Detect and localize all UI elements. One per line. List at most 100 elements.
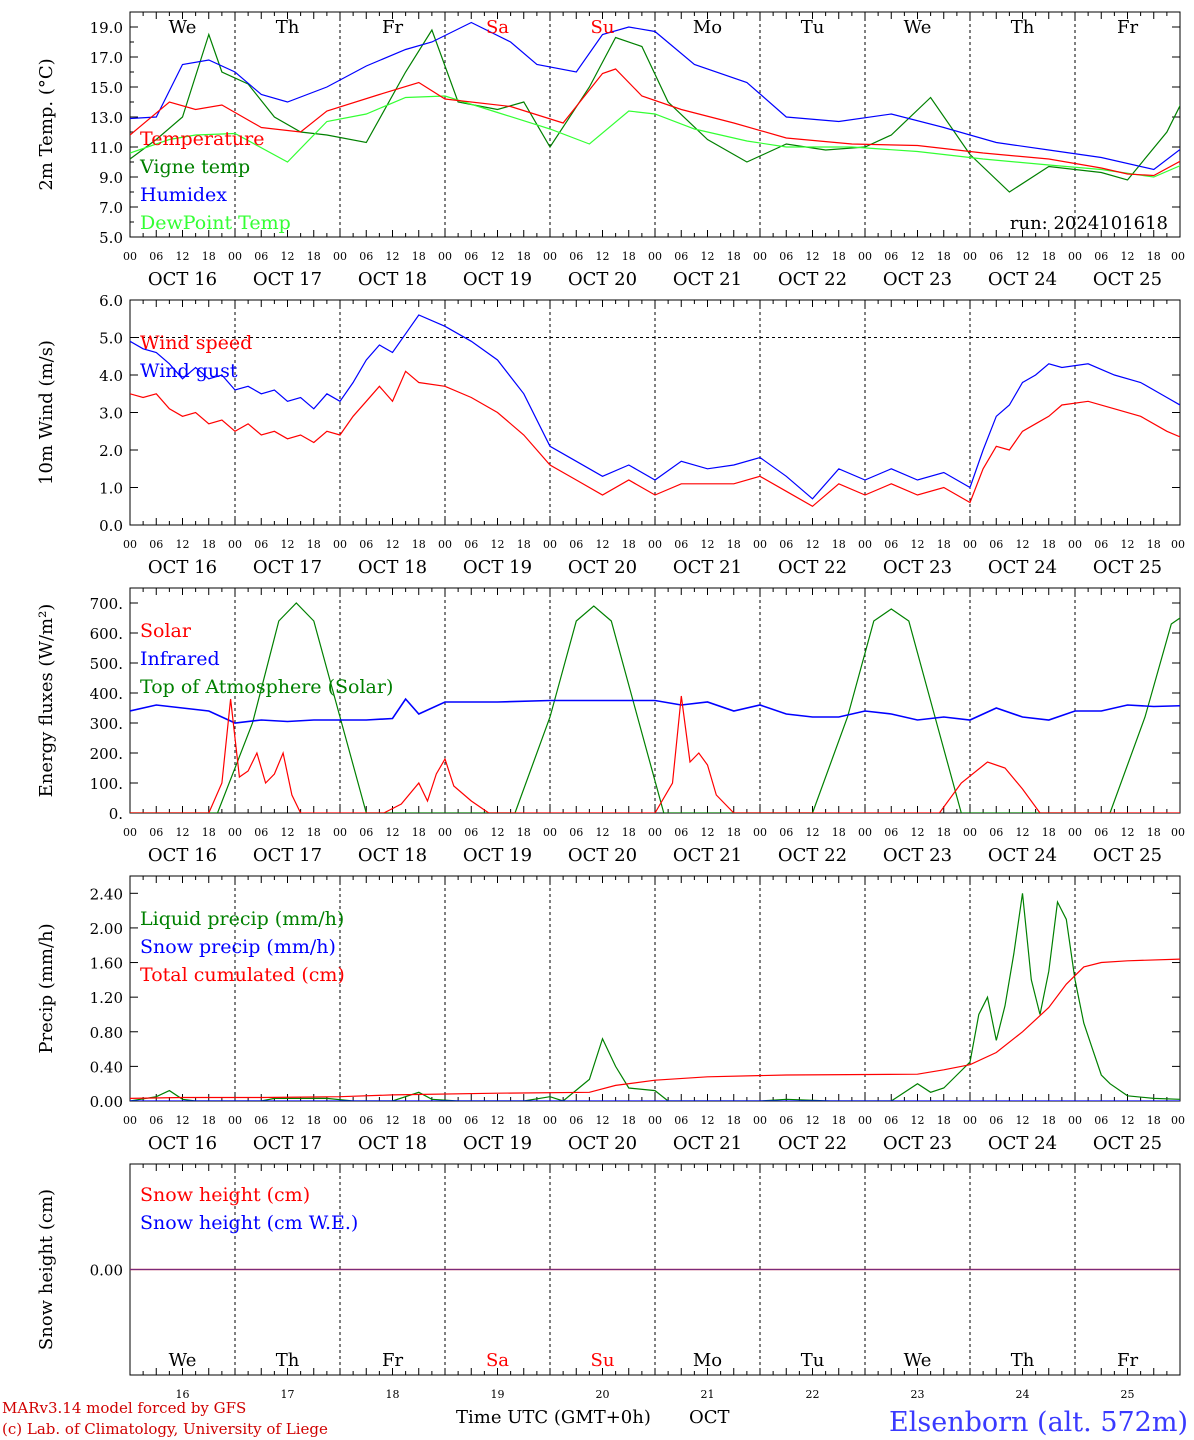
panel-5: 0.00 Snow height (cm) Snow height (cm) Snow… xyxy=(36,1163,1181,1401)
y-tick-label: 3.0 xyxy=(99,405,123,423)
hour-label: 00 xyxy=(648,250,662,263)
hour-label: 06 xyxy=(254,1114,268,1127)
y-tick-label: 4.0 xyxy=(99,367,123,385)
weekday-label: Sa xyxy=(486,1350,509,1371)
hour-label: 12 xyxy=(701,538,715,551)
hour-label: 06 xyxy=(464,538,478,551)
weekday-label: Fr xyxy=(382,17,403,38)
hour-label: 06 xyxy=(359,1114,373,1127)
date-label: OCT 23 xyxy=(883,845,952,866)
hour-label: 00 xyxy=(543,1114,557,1127)
hour-label: 18 xyxy=(727,826,741,839)
run-annotation: run: 2024101618 xyxy=(1010,213,1168,234)
hour-label: 18 xyxy=(937,538,951,551)
y-tick-label: 0. xyxy=(109,805,123,823)
hour-label: 00 xyxy=(228,1114,242,1127)
hour-label: 00 xyxy=(648,538,662,551)
day-number: 21 xyxy=(701,1388,715,1401)
hour-label: 00 xyxy=(333,538,347,551)
hour-label: 06 xyxy=(884,250,898,263)
weekday-label: We xyxy=(169,17,197,38)
y-tick-label: 5.0 xyxy=(99,330,123,348)
hour-label: 12 xyxy=(806,250,820,263)
hour-label: 12 xyxy=(911,538,925,551)
hour-label: 06 xyxy=(569,1114,583,1127)
hour-label: 12 xyxy=(1016,538,1030,551)
y-tick-label: 13.0 xyxy=(90,109,123,127)
date-label: OCT 16 xyxy=(148,1133,217,1154)
hour-label: 12 xyxy=(1016,826,1030,839)
day-number: 20 xyxy=(596,1388,610,1401)
date-label: OCT 24 xyxy=(988,1133,1057,1154)
weekday-label: Tu xyxy=(801,17,825,38)
month-label: OCT xyxy=(689,1407,730,1428)
legend-entry: Solar xyxy=(140,620,192,642)
y-axis-label: Snow height (cm) xyxy=(36,1189,57,1350)
hour-label: 18 xyxy=(727,250,741,263)
legend-entry: Snow precip (mm/h) xyxy=(140,936,336,958)
y-axis-label: 10m Wind (m/s) xyxy=(36,340,57,485)
legend-entry: Liquid precip (mm/h) xyxy=(140,908,344,930)
legend-entry: Total cumulated (cm) xyxy=(140,964,345,986)
hour-label: 06 xyxy=(674,250,688,263)
weekday-label: Fr xyxy=(1117,1350,1138,1371)
weekday-label: Th xyxy=(1011,17,1035,38)
weekday-label: We xyxy=(904,17,932,38)
date-label: OCT 21 xyxy=(673,1133,742,1154)
weekday-label: Tu xyxy=(801,1350,825,1371)
day-number: 24 xyxy=(1016,1388,1030,1401)
weekday-label: Sa xyxy=(486,17,509,38)
date-label: OCT 16 xyxy=(148,845,217,866)
hour-label: 00 xyxy=(963,538,977,551)
hour-label: 18 xyxy=(832,1114,846,1127)
hour-label: 06 xyxy=(779,826,793,839)
hour-label: 12 xyxy=(491,1114,505,1127)
hour-label: 00 xyxy=(963,826,977,839)
hour-label: 00 xyxy=(753,826,767,839)
hour-label: 00 xyxy=(123,538,137,551)
hour-label: 12 xyxy=(701,826,715,839)
date-label: OCT 19 xyxy=(463,845,532,866)
hour-label: 18 xyxy=(622,1114,636,1127)
hour-label: 00 xyxy=(753,1114,767,1127)
weekday-label: Mo xyxy=(693,17,722,38)
date-label: OCT 25 xyxy=(1093,845,1162,866)
hour-label: 18 xyxy=(307,538,321,551)
hour-label: 00 xyxy=(438,538,452,551)
y-tick-label: 400. xyxy=(90,685,123,703)
hour-label: 12 xyxy=(281,538,295,551)
hour-label: 18 xyxy=(1147,250,1161,263)
weekday-label: We xyxy=(904,1350,932,1371)
hour-label: 00 xyxy=(1171,1114,1185,1127)
day-number: 16 xyxy=(176,1388,190,1401)
hour-label: 06 xyxy=(1094,538,1108,551)
hour-label: 06 xyxy=(989,1114,1003,1127)
date-label: OCT 17 xyxy=(253,845,322,866)
date-label: OCT 16 xyxy=(148,557,217,578)
weekday-label: Su xyxy=(591,17,615,38)
date-label: OCT 21 xyxy=(673,845,742,866)
hour-label: 00 xyxy=(123,1114,137,1127)
hour-label: 00 xyxy=(228,250,242,263)
time-axis-label: Time UTC (GMT+0h) xyxy=(456,1407,651,1428)
hour-label: 18 xyxy=(202,538,216,551)
y-tick-label: 600. xyxy=(90,625,123,643)
series-line-1 xyxy=(130,893,1180,1101)
date-label: OCT 20 xyxy=(568,557,637,578)
series-line-2 xyxy=(130,314,1180,500)
date-label: OCT 22 xyxy=(778,1133,847,1154)
hour-label: 18 xyxy=(727,1114,741,1127)
date-label: OCT 19 xyxy=(463,269,532,290)
hour-label: 12 xyxy=(176,1114,190,1127)
hour-label: 00 xyxy=(1171,826,1185,839)
hour-label: 12 xyxy=(386,1114,400,1127)
y-tick-label: 0.80 xyxy=(90,1024,123,1042)
hour-label: 12 xyxy=(176,826,190,839)
legend-entry: Humidex xyxy=(140,184,227,206)
day-number: 22 xyxy=(806,1388,820,1401)
y-tick-label: 2.40 xyxy=(90,885,123,903)
hour-label: 06 xyxy=(569,538,583,551)
hour-label: 06 xyxy=(464,826,478,839)
legend-entry: DewPoint Temp xyxy=(140,212,291,234)
date-label: OCT 22 xyxy=(778,557,847,578)
